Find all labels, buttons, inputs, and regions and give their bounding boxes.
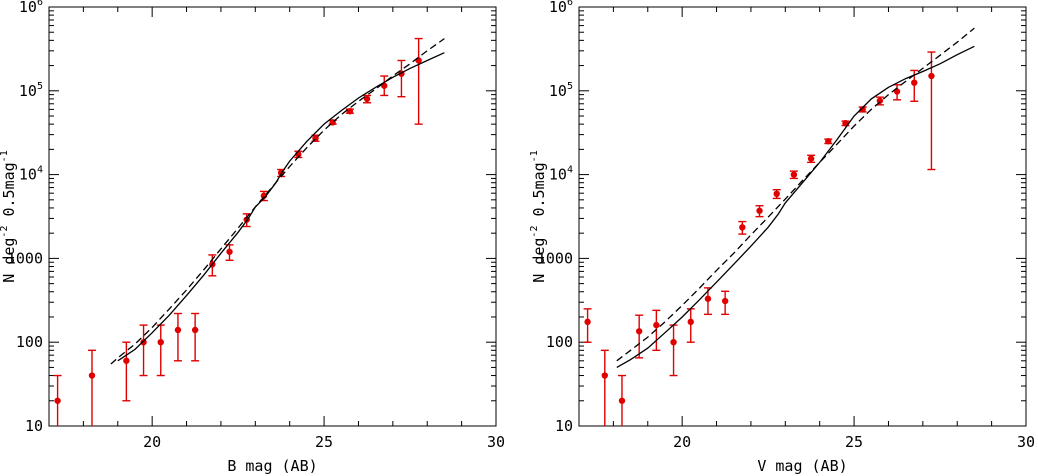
- y-tick-label: 105: [19, 81, 43, 100]
- x-tick-label: 20: [673, 433, 691, 451]
- data-point: [876, 97, 884, 104]
- y-tick-label: 104: [549, 165, 573, 184]
- data-point: [601, 372, 608, 379]
- data-point: [191, 326, 199, 334]
- x-axis-label: B mag (AB): [227, 457, 317, 475]
- data-point: [226, 248, 233, 255]
- x-tick-label: 25: [315, 433, 333, 451]
- x-tick-label: 20: [143, 433, 161, 451]
- y-tick-label: 100: [546, 333, 573, 351]
- plot-frame: [578, 6, 1027, 427]
- data-point: [807, 155, 815, 162]
- data-points: [583, 51, 936, 426]
- data-point: [584, 318, 591, 326]
- chart-panel-2: 20 25 30 10 100 1000 104 105 106 V mag (AB) N deg-…: [529, 0, 1035, 475]
- data-point: [346, 108, 354, 115]
- y-tick-label: 105: [549, 81, 573, 100]
- data-point: [790, 171, 798, 178]
- data-point: [704, 295, 712, 302]
- y-tick-label: 106: [549, 0, 573, 16]
- data-point: [54, 397, 61, 404]
- x-axis-label: V mag (AB): [757, 457, 847, 475]
- data-point: [88, 372, 96, 379]
- y-tick-label: 104: [19, 165, 43, 184]
- data-point: [635, 328, 643, 335]
- data-point: [739, 224, 746, 231]
- data-point: [123, 357, 130, 364]
- data-point: [911, 79, 918, 86]
- data-point: [825, 138, 832, 145]
- y-axis-label: N deg-2 0.5mag-1: [0, 150, 18, 282]
- y-tick-label: 1000: [7, 249, 43, 267]
- y-tick-label: 100: [16, 333, 43, 351]
- model-curve-dashed: [110, 38, 445, 365]
- y-tick-label: 106: [19, 0, 43, 16]
- y-tick-label: 10: [555, 417, 573, 435]
- data-point: [773, 190, 780, 198]
- x-tick-label: 25: [845, 433, 863, 451]
- chart-panel-1: 20 25 30 10 100 1000 104 105 106 B mag (AB) N deg-…: [0, 0, 505, 475]
- model-curve-dashed: [616, 27, 975, 362]
- data-point: [859, 106, 866, 113]
- x-tick-label: 30: [487, 433, 505, 451]
- y-tick-label: 1000: [537, 249, 573, 267]
- data-point: [653, 321, 660, 329]
- data-point: [140, 339, 147, 346]
- data-point: [670, 339, 677, 346]
- model-curve-solid: [117, 52, 445, 362]
- data-point: [721, 297, 729, 305]
- data-point: [756, 207, 763, 214]
- data-point: [174, 326, 182, 334]
- data-point: [157, 339, 164, 346]
- data-point: [687, 318, 694, 326]
- data-point: [618, 397, 626, 404]
- plot-frame: [48, 6, 497, 427]
- data-point: [928, 72, 935, 80]
- data-points: [53, 37, 423, 426]
- x-tick-label: 30: [1017, 433, 1035, 451]
- y-tick-label: 10: [25, 417, 43, 435]
- data-point: [363, 95, 371, 103]
- y-axis-label: N deg-2 0.5mag-1: [529, 150, 548, 282]
- model-curve-solid: [616, 45, 975, 368]
